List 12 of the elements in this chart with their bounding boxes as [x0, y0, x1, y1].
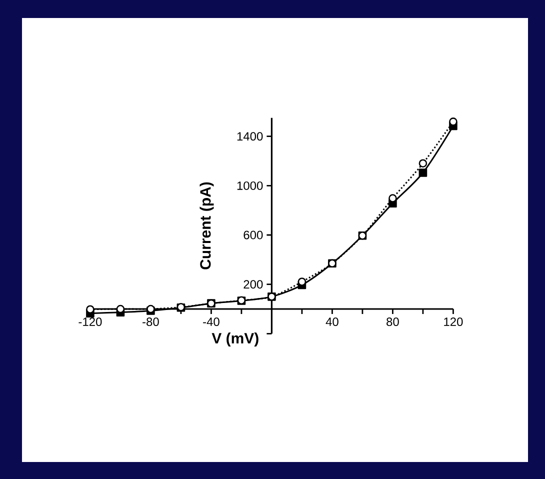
x-tick-label: -80	[142, 318, 159, 326]
x-tick-label: 120	[444, 318, 463, 326]
x-tick-label: -120	[78, 318, 102, 326]
y-tick-label: 1000	[237, 181, 263, 190]
x-tick-label: 80	[386, 318, 399, 326]
y-tick-label: 200	[244, 280, 263, 289]
y-tick-label: 1400	[237, 132, 263, 141]
y-axis-title: Current (pA)	[200, 182, 214, 270]
x-axis-title: V (mV)	[212, 332, 258, 347]
x-tick-label: 40	[326, 318, 338, 326]
x-tick-label: -40	[203, 318, 220, 326]
y-tick-label: 600	[244, 230, 263, 240]
